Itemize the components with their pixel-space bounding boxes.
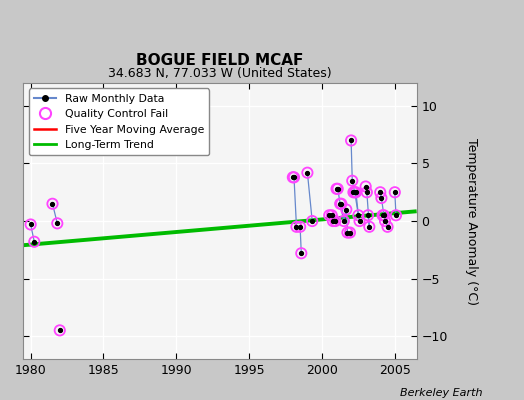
- Point: [289, 174, 297, 180]
- Point: [354, 212, 363, 218]
- Text: Berkeley Earth: Berkeley Earth: [400, 388, 482, 398]
- Point: [340, 218, 348, 224]
- Point: [292, 224, 301, 230]
- Point: [337, 200, 345, 207]
- Point: [348, 178, 356, 184]
- Point: [355, 218, 364, 224]
- Point: [352, 189, 360, 196]
- Y-axis label: Temperature Anomaly (°C): Temperature Anomaly (°C): [465, 138, 477, 304]
- Point: [364, 212, 372, 218]
- Point: [290, 174, 298, 180]
- Point: [297, 250, 305, 256]
- Point: [378, 212, 387, 218]
- Point: [303, 170, 312, 176]
- Point: [347, 137, 355, 144]
- Point: [384, 224, 392, 230]
- Point: [342, 206, 351, 213]
- Point: [365, 224, 374, 230]
- Point: [346, 229, 354, 236]
- Point: [363, 189, 371, 196]
- Legend: Raw Monthly Data, Quality Control Fail, Five Year Moving Average, Long-Term Tren: Raw Monthly Data, Quality Control Fail, …: [29, 88, 209, 156]
- Point: [392, 212, 400, 218]
- Text: 34.683 N, 77.033 W (United States): 34.683 N, 77.033 W (United States): [108, 67, 332, 80]
- Point: [53, 220, 61, 226]
- Point: [30, 238, 38, 245]
- Point: [380, 212, 388, 218]
- Text: BOGUE FIELD MCAF: BOGUE FIELD MCAF: [136, 53, 304, 68]
- Point: [377, 195, 386, 201]
- Point: [336, 200, 344, 207]
- Point: [381, 218, 389, 224]
- Point: [343, 229, 352, 236]
- Point: [332, 186, 341, 192]
- Point: [390, 189, 399, 196]
- Point: [362, 183, 370, 190]
- Point: [331, 218, 340, 224]
- Point: [48, 200, 57, 207]
- Point: [376, 189, 385, 196]
- Point: [329, 218, 337, 224]
- Point: [349, 189, 357, 196]
- Point: [333, 186, 342, 192]
- Point: [325, 212, 333, 218]
- Point: [56, 327, 64, 334]
- Point: [296, 224, 304, 230]
- Point: [351, 189, 359, 196]
- Point: [308, 218, 316, 224]
- Point: [328, 212, 336, 218]
- Point: [26, 221, 35, 228]
